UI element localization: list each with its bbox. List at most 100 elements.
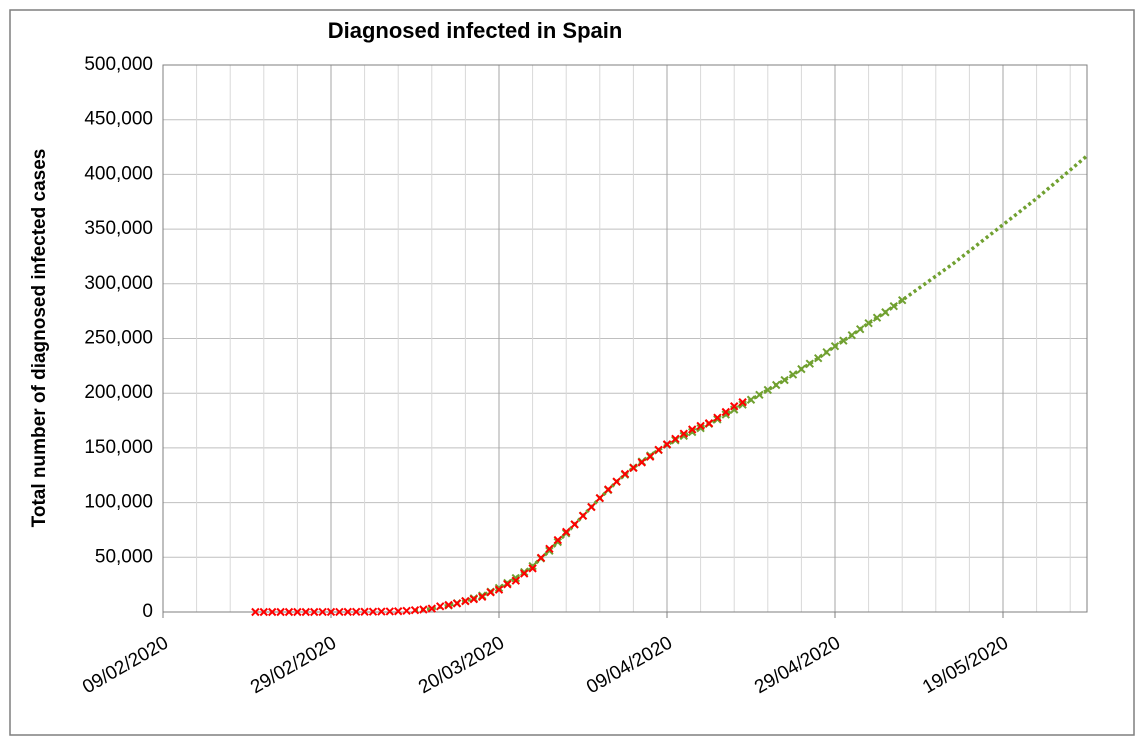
data-marker	[629, 463, 638, 473]
data-marker	[679, 431, 689, 441]
data-marker	[763, 385, 773, 395]
data-marker	[477, 592, 487, 601]
y-tick-label: 350,000	[84, 218, 153, 239]
y-tick-label: 500,000	[84, 54, 153, 75]
data-marker	[797, 364, 806, 374]
data-marker	[721, 407, 731, 417]
data-marker	[385, 607, 395, 616]
data-marker	[318, 607, 327, 617]
plot-frame	[162, 64, 1088, 613]
data-marker	[813, 353, 823, 363]
data-marker	[872, 313, 882, 322]
data-marker	[402, 606, 411, 616]
data-marker	[519, 569, 529, 578]
data-marker	[570, 520, 579, 529]
data-marker	[494, 583, 504, 593]
data-marker	[309, 607, 319, 617]
data-marker	[721, 410, 731, 419]
data-marker	[897, 296, 907, 305]
data-marker	[276, 607, 285, 617]
y-tick-label: 150,000	[84, 437, 153, 458]
data-marker	[410, 605, 420, 615]
data-marker	[435, 602, 445, 611]
data-marker	[830, 341, 840, 351]
data-marker	[494, 585, 504, 594]
data-marker	[713, 413, 722, 422]
data-marker	[620, 469, 630, 479]
y-tick-label: 0	[142, 601, 153, 622]
data-marker	[822, 347, 831, 357]
data-marker	[293, 607, 302, 617]
data-marker	[368, 607, 378, 616]
data-marker	[393, 607, 403, 616]
data-marker	[696, 421, 705, 431]
data-marker	[528, 561, 537, 571]
y-tick-label: 50,000	[95, 546, 153, 567]
chart-title: Diagnosed infected in Spain	[328, 18, 623, 43]
data-marker	[511, 576, 521, 585]
data-marker	[545, 544, 554, 553]
data-marker	[755, 390, 764, 400]
data-marker	[654, 445, 663, 455]
data-marker	[679, 429, 689, 438]
data-marker	[326, 607, 336, 617]
data-marker	[587, 502, 596, 512]
data-marker	[771, 380, 781, 390]
data-marker	[469, 594, 479, 604]
y-tick-label: 200,000	[84, 382, 153, 403]
data-marker	[671, 434, 680, 444]
data-marker	[578, 511, 588, 520]
data-marker	[662, 440, 672, 449]
data-marker	[259, 607, 269, 617]
data-marker	[729, 402, 739, 411]
data-marker	[780, 375, 789, 385]
data-marker	[687, 425, 697, 434]
data-marker	[545, 546, 554, 555]
data-marker	[595, 493, 605, 503]
data-marker	[704, 419, 714, 428]
data-marker	[839, 336, 848, 345]
data-marker	[637, 458, 647, 467]
data-marker	[343, 607, 353, 617]
data-marker	[561, 527, 571, 537]
data-marker	[687, 427, 697, 437]
data-marker	[301, 607, 311, 617]
data-marker	[746, 395, 756, 404]
data-marker	[511, 573, 521, 583]
data-marker	[645, 452, 655, 461]
y-tick-label: 450,000	[84, 109, 153, 130]
data-marker	[553, 537, 563, 547]
data-marker	[855, 324, 865, 334]
y-axis-label: Total number of diagnosed infected cases	[29, 149, 50, 528]
data-marker	[444, 600, 453, 610]
data-marker	[696, 424, 705, 433]
data-marker	[612, 477, 621, 486]
data-marker	[419, 605, 428, 614]
y-tick-label: 400,000	[84, 163, 153, 184]
data-marker	[351, 607, 361, 617]
data-marker	[738, 398, 747, 407]
data-marker	[284, 607, 294, 617]
data-marker	[360, 607, 369, 616]
data-marker	[427, 604, 437, 613]
data-marker	[335, 607, 344, 617]
data-marker	[864, 318, 873, 328]
data-marker	[603, 485, 613, 494]
data-marker	[553, 535, 563, 545]
data-marker	[847, 331, 857, 340]
data-marker	[738, 400, 747, 409]
data-marker	[528, 564, 537, 573]
y-tick-label: 100,000	[84, 492, 153, 513]
data-marker	[461, 596, 470, 606]
data-marker	[536, 553, 546, 563]
data-marker	[788, 370, 798, 379]
data-marker	[881, 308, 890, 317]
y-tick-label: 300,000	[84, 273, 153, 294]
data-marker	[519, 567, 529, 577]
data-marker	[251, 607, 260, 617]
y-tick-label: 250,000	[84, 328, 153, 349]
data-marker	[805, 359, 815, 368]
data-marker	[713, 415, 722, 424]
data-marker	[486, 588, 495, 597]
